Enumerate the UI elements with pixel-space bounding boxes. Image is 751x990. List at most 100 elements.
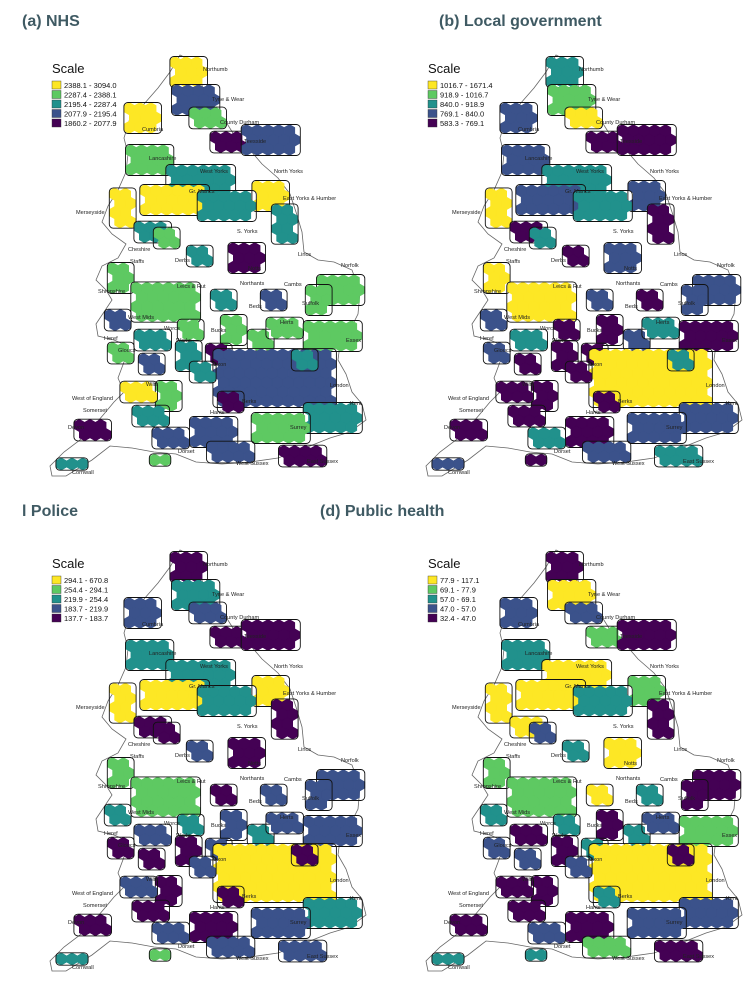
- region-hex: [165, 398, 177, 412]
- panel-title: (b) Local government: [439, 13, 602, 30]
- region-hex: [598, 450, 610, 464]
- region-outline: [449, 913, 488, 937]
- region-hex: [501, 162, 513, 176]
- region-group: [131, 899, 170, 923]
- region-hex: [453, 952, 465, 966]
- region-hex: [146, 162, 158, 176]
- region-hex: [534, 414, 546, 428]
- region-hex: [125, 390, 137, 404]
- region-outline: [572, 190, 633, 222]
- region-hex: [222, 945, 234, 959]
- region-outline: [148, 948, 172, 962]
- region-group: [73, 418, 112, 442]
- region-hex: [161, 697, 173, 711]
- region-hex: [168, 309, 180, 323]
- region-group: [278, 444, 328, 468]
- region-label: S. Yorks: [237, 724, 258, 730]
- region-label: East Sussex: [307, 459, 338, 465]
- region-label: Northumb: [203, 562, 228, 568]
- region-hex: [136, 162, 148, 176]
- region-hex: [145, 120, 157, 134]
- region-label: Worcs: [164, 821, 180, 827]
- region-group: [151, 426, 190, 450]
- region-hex: [511, 390, 523, 404]
- region-hex: [700, 915, 712, 929]
- legend-label: 583.3 - 769.1: [440, 119, 484, 128]
- region-outline: [206, 440, 256, 464]
- region-hex: [249, 755, 261, 769]
- region-outline: [206, 935, 256, 959]
- region-hex: [476, 923, 488, 937]
- region-outline: [509, 328, 548, 352]
- region-group: [507, 899, 546, 923]
- region-outline: [507, 899, 546, 923]
- region-label: Gr. Mancs: [565, 684, 591, 690]
- region-group: [513, 847, 542, 871]
- region-label: London: [706, 383, 725, 389]
- region-label: Norfolk: [341, 758, 359, 764]
- region-hex: [283, 430, 295, 444]
- region-hex: [202, 749, 214, 763]
- region-label: Worcs: [164, 326, 180, 332]
- region-label: Leics & Rut: [553, 779, 582, 785]
- region-group: [680, 284, 709, 316]
- region-label: Derbs: [175, 258, 190, 264]
- region-hex: [601, 635, 613, 649]
- region-group: [265, 811, 304, 835]
- region-outline: [130, 776, 202, 818]
- region-label: Notts: [248, 761, 261, 767]
- region-group: [528, 721, 557, 745]
- region-hex: [513, 414, 525, 428]
- region-group: [304, 284, 333, 316]
- region-hex: [594, 208, 606, 222]
- region-outline: [188, 855, 217, 879]
- region-group: [524, 453, 548, 467]
- region-label: Bucks: [587, 823, 602, 829]
- region-group: [527, 426, 566, 450]
- region-group: [449, 913, 488, 937]
- region-hex: [143, 362, 155, 376]
- region-hex: [583, 208, 595, 222]
- region-label: East Sussex: [307, 954, 338, 960]
- region-hex: [215, 793, 227, 807]
- region-hex: [724, 787, 736, 801]
- legend-swatch: [427, 575, 438, 585]
- region-hex: [646, 821, 659, 835]
- region-outline: [603, 242, 642, 274]
- region-hex: [591, 635, 603, 649]
- region-label: Essex: [722, 833, 737, 839]
- region-hex: [581, 865, 593, 879]
- legend-label: 57.0 - 69.1: [440, 595, 476, 604]
- region-hex: [659, 637, 672, 651]
- region-outline: [626, 907, 687, 939]
- region-hex: [218, 703, 230, 717]
- region-outline: [646, 698, 675, 740]
- regions-layer: [55, 551, 366, 966]
- region-hex: [519, 857, 531, 871]
- region-label: Devon: [444, 425, 460, 431]
- region-label: Northumb: [579, 67, 604, 73]
- region-hex: [265, 298, 277, 312]
- region-hex: [591, 793, 603, 807]
- region-outline: [495, 380, 534, 404]
- region-group: [103, 803, 132, 827]
- region-hex: [567, 254, 579, 268]
- region-group: [666, 843, 695, 867]
- region-group: [499, 102, 538, 134]
- legend-swatch: [51, 594, 62, 604]
- region-hex: [647, 394, 660, 408]
- region-label: Cambs: [284, 282, 302, 288]
- legend-label: 137.7 - 183.7: [64, 614, 108, 623]
- region-label: Essex: [722, 338, 737, 344]
- region-hex: [239, 208, 252, 222]
- region-outline: [431, 952, 465, 966]
- region-group: [582, 440, 632, 464]
- region-label: North Yorks: [650, 169, 679, 175]
- region-group: [495, 380, 534, 404]
- region-group: [219, 314, 248, 346]
- region-hex: [501, 390, 513, 404]
- region-label: East Yorks & Humber: [659, 196, 712, 202]
- region-label: Warks: [552, 338, 568, 344]
- region-hex: [669, 925, 682, 939]
- region-hex: [196, 208, 209, 222]
